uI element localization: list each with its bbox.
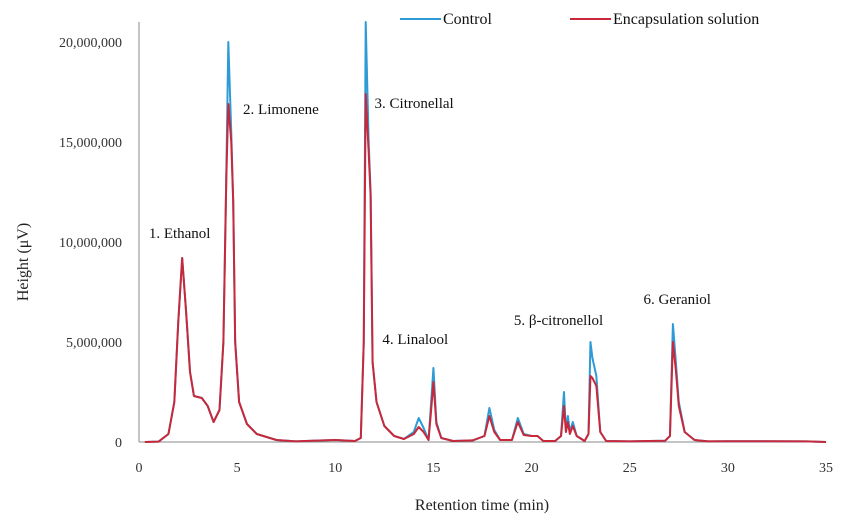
y-axis-title: Height (μV)	[15, 223, 32, 301]
x-axis-title: Retention time (min)	[415, 497, 549, 514]
peak-label: 1. Ethanol	[149, 226, 211, 242]
y-tick-label: 20,000,000	[59, 36, 122, 51]
y-tick-label: 0	[115, 436, 122, 451]
peak-annotations: 1. Ethanol 2. Limonene 3. Citronellal 4. Li…	[149, 96, 711, 348]
peak-label: 2. Limonene	[243, 102, 319, 118]
x-tick-label: 0	[136, 461, 143, 476]
x-tick-label: 30	[721, 461, 735, 476]
legend: Control Encapsulation solution	[400, 11, 759, 28]
x-tick-label: 5	[234, 461, 241, 476]
peak-label: 5. β-citronellol	[514, 313, 603, 329]
peak-label: 3. Citronellal	[375, 96, 454, 112]
series-line-encapsulation	[144, 93, 827, 443]
peak-label: 4. Linalool	[382, 332, 448, 348]
peak-label: 6. Geraniol	[643, 292, 710, 308]
legend-label-control: Control	[443, 11, 492, 28]
y-tick-label: 10,000,000	[59, 236, 122, 251]
x-tick-label: 35	[819, 461, 833, 476]
y-tick-label: 15,000,000	[59, 136, 122, 151]
series-lines	[144, 21, 827, 443]
x-tick-labels: 0 5 10 15 20 25 30 35	[136, 461, 834, 476]
series-line-control	[144, 21, 827, 443]
legend-label-encapsulation: Encapsulation solution	[613, 11, 759, 28]
y-tick-label: 5,000,000	[66, 336, 122, 351]
y-tick-labels: 0 5,000,000 10,000,000 15,000,000 20,000,000	[59, 36, 122, 451]
x-tick-label: 15	[426, 461, 440, 476]
x-tick-label: 20	[525, 461, 539, 476]
x-tick-label: 25	[623, 461, 637, 476]
x-tick-label: 10	[328, 461, 342, 476]
